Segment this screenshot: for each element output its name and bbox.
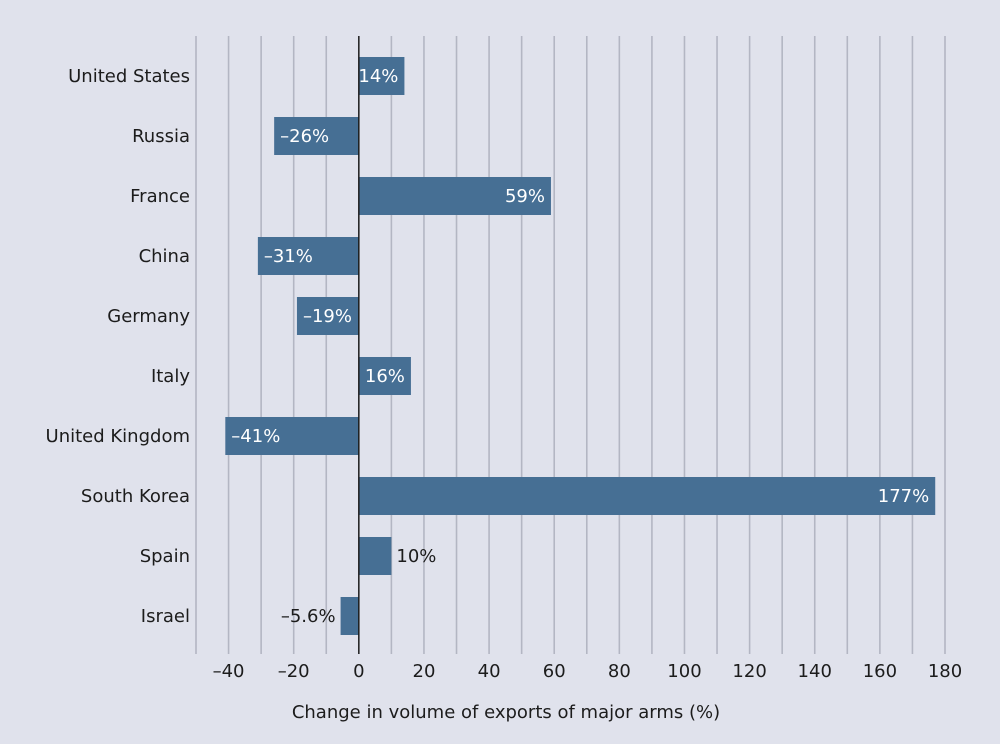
x-tick-labels: –40 –20 0 20 40 60 80 100 120 140 160 180 xyxy=(213,661,963,682)
data-label: 14% xyxy=(358,66,398,87)
data-label: 177% xyxy=(878,486,929,507)
bar xyxy=(340,597,359,635)
x-tick-label: 60 xyxy=(543,661,566,682)
data-label: 10% xyxy=(396,546,436,567)
bar xyxy=(225,417,359,455)
category-label: Germany xyxy=(107,306,190,327)
x-tick-label: 160 xyxy=(863,661,897,682)
x-tick-label: 100 xyxy=(667,661,701,682)
bar xyxy=(358,477,936,515)
x-axis-title: Change in volume of exports of major arm… xyxy=(292,702,720,723)
x-tick-label: 80 xyxy=(608,661,631,682)
bar xyxy=(358,357,411,395)
data-label: 16% xyxy=(365,366,405,387)
data-label: 59% xyxy=(505,186,545,207)
data-label: –26% xyxy=(280,126,329,147)
bar xyxy=(257,237,359,275)
data-label: –19% xyxy=(303,306,352,327)
data-label: –41% xyxy=(231,426,280,447)
bars xyxy=(225,57,936,635)
category-label: United States xyxy=(68,66,190,87)
category-label: Israel xyxy=(141,606,190,627)
bar xyxy=(358,177,551,215)
x-tick-label: 20 xyxy=(413,661,436,682)
x-tick-label: 140 xyxy=(798,661,832,682)
bar xyxy=(274,117,359,155)
category-label: South Korea xyxy=(81,486,190,507)
category-label: United Kingdom xyxy=(46,426,190,447)
x-tick-label: 180 xyxy=(928,661,962,682)
data-label: –5.6% xyxy=(281,606,336,627)
x-tick-label: 120 xyxy=(732,661,766,682)
category-label: Spain xyxy=(140,546,190,567)
category-label: Italy xyxy=(151,366,190,387)
x-tick-label: 40 xyxy=(478,661,501,682)
category-label: France xyxy=(130,186,190,207)
bar xyxy=(358,57,405,95)
category-label: Russia xyxy=(132,126,190,147)
category-labels: United States Russia France China Germany Ita… xyxy=(46,66,191,627)
data-label: –31% xyxy=(264,246,313,267)
bar xyxy=(296,297,359,335)
category-label: China xyxy=(139,246,190,267)
grid-lines xyxy=(195,36,946,654)
x-tick-label: 0 xyxy=(353,661,364,682)
x-tick-label: –40 xyxy=(213,661,245,682)
data-labels: 14% –26% 59% –31% –19% 16% –41% 177% 10% –5.6% xyxy=(231,66,929,627)
x-tick-label: –20 xyxy=(278,661,310,682)
bar xyxy=(358,537,392,575)
